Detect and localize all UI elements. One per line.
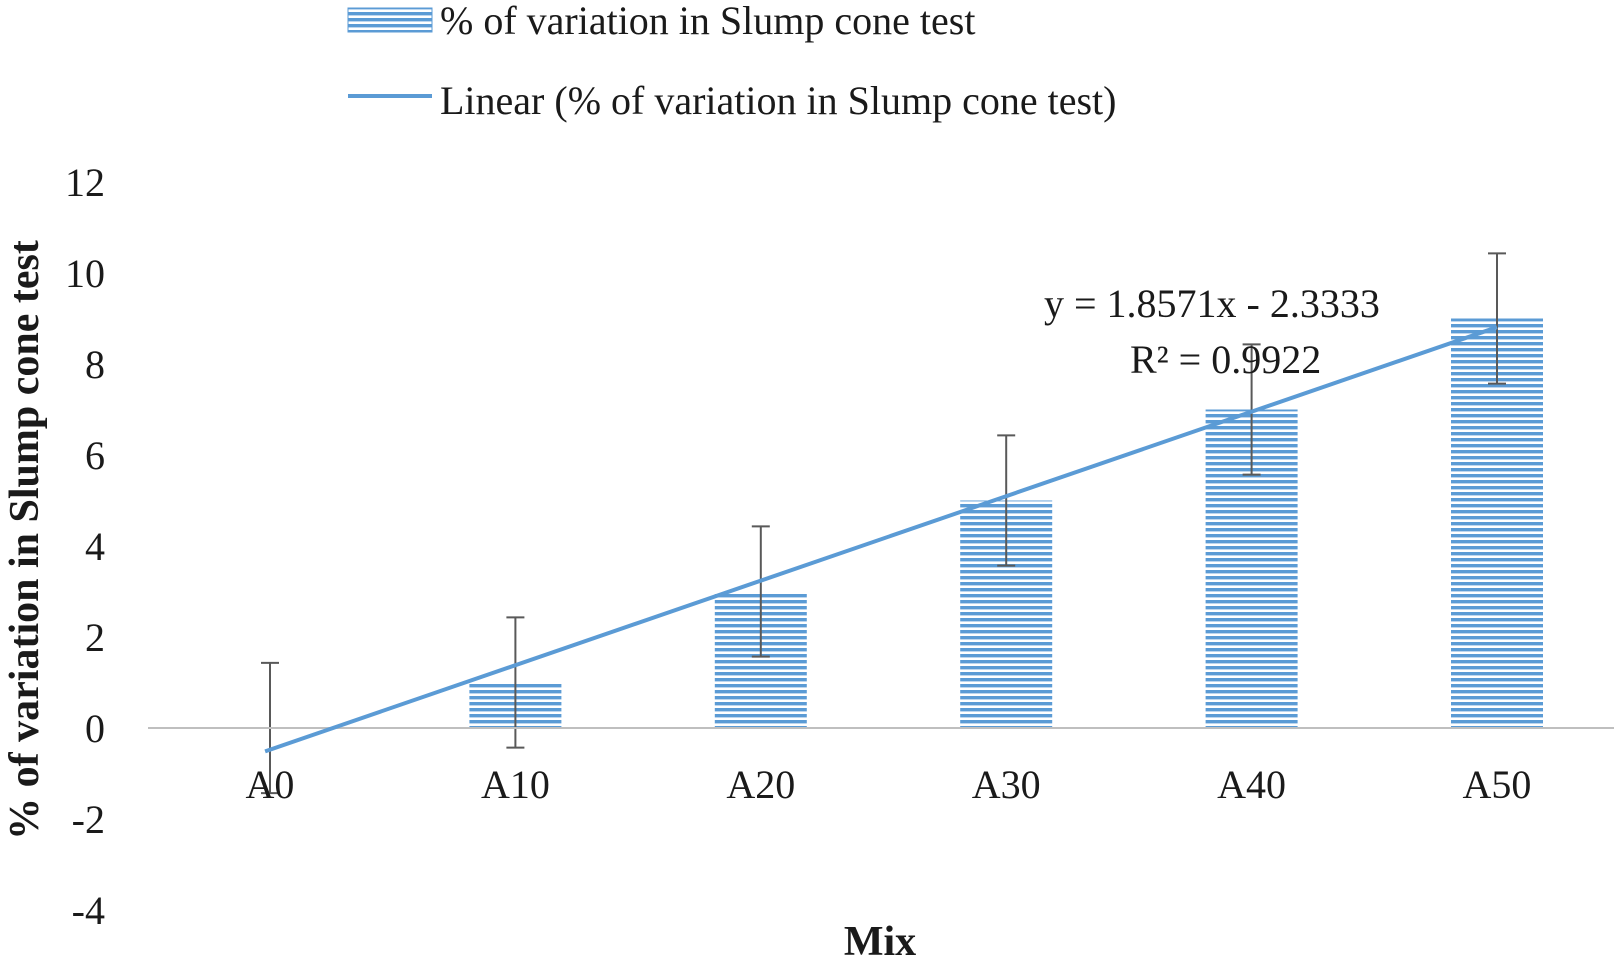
y-tick-label: -4 [72, 888, 105, 933]
x-tick-label: A10 [481, 762, 550, 807]
x-axis-title: Mix [844, 919, 916, 961]
y-tick-label: 4 [85, 524, 105, 569]
x-tick-label: A50 [1463, 762, 1532, 807]
y-tick-label: 8 [85, 342, 105, 387]
y-tick-label: 6 [85, 433, 105, 478]
y-tick-label: -2 [72, 797, 105, 842]
y-tick-label: 0 [85, 706, 105, 751]
y-tick-label: 12 [65, 160, 105, 205]
x-axis-ticks: A0 A10 A20 A30 A40 A50 [246, 762, 1532, 807]
bar-series [261, 252, 1543, 795]
y-tick-label: 10 [65, 251, 105, 296]
legend-bar-label: % of variation in Slump cone test [440, 0, 975, 43]
trendline-group [264, 325, 1498, 754]
y-tick-label: 2 [85, 615, 105, 660]
x-tick-label: A0 [246, 762, 295, 807]
y-axis-title: % of variation in Slump cone test [2, 240, 48, 840]
legend: % of variation in Slump cone test Linear… [347, 0, 1116, 123]
trendline-r-squared: R² = 0.9922 [1130, 337, 1321, 382]
x-tick-label: A40 [1217, 762, 1286, 807]
bar [1451, 318, 1543, 728]
trendline-equation: y = 1.8571x - 2.3333 [1044, 281, 1380, 326]
legend-bar-swatch [347, 7, 433, 33]
y-axis-ticks: 12 10 8 6 4 2 0 -2 -4 [65, 160, 105, 933]
x-tick-label: A30 [972, 762, 1041, 807]
x-tick-label: A20 [726, 762, 795, 807]
legend-trendline-label: Linear (% of variation in Slump cone tes… [440, 78, 1116, 123]
trendline [264, 325, 1498, 754]
